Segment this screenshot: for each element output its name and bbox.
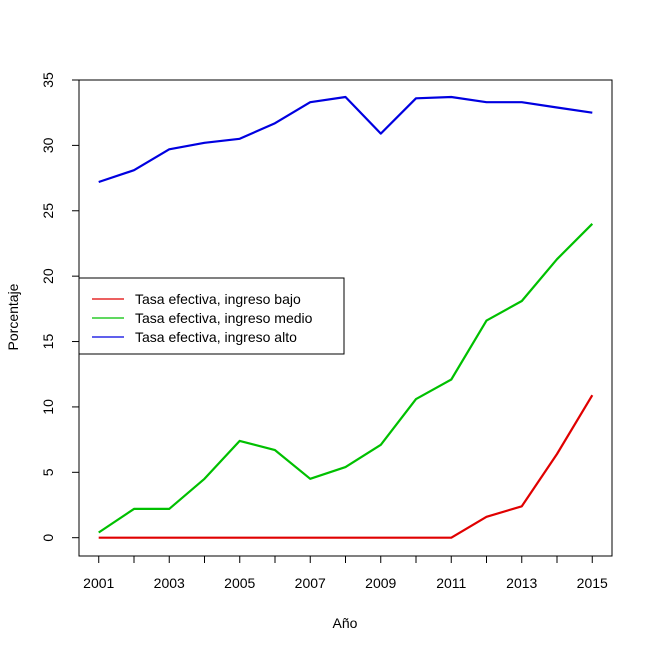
x-tick-label: 2015	[577, 575, 608, 591]
y-tick-label: 10	[40, 399, 56, 415]
x-tick-label: 2009	[365, 575, 396, 591]
y-tick-label: 25	[40, 203, 56, 219]
series-line-3	[98, 95, 593, 184]
x-tick-label: 2001	[83, 575, 114, 591]
x-tick-label: 2005	[224, 575, 255, 591]
y-axis-title: Porcentaje	[5, 283, 21, 350]
series-lines	[98, 95, 594, 539]
y-tick-label: 15	[40, 334, 56, 350]
x-axis: 2001 2003 2005 2007 2009 2011 2013 2015	[83, 555, 608, 591]
series-line-2	[98, 223, 594, 534]
y-tick-label: 35	[40, 72, 56, 88]
x-tick-label: 2007	[295, 575, 326, 591]
x-tick-label: 2013	[506, 575, 537, 591]
x-tick-label: 2003	[154, 575, 185, 591]
y-axis: 0 5 10 15 20 25 30 35	[40, 72, 80, 542]
y-tick-label: 5	[40, 468, 56, 476]
series-line-1	[98, 394, 594, 539]
legend: Tasa efectiva, ingreso bajo Tasa efectiva…	[78, 277, 345, 355]
x-tick-label: 2011	[436, 575, 466, 591]
x-axis-title: Año	[333, 615, 358, 631]
legend-label: Tasa efectiva, ingreso bajo	[135, 291, 301, 307]
legend-label: Tasa efectiva, ingreso medio	[135, 310, 313, 326]
y-tick-label: 30	[40, 137, 56, 153]
y-tick-label: 20	[40, 268, 56, 284]
legend-label: Tasa efectiva, ingreso alto	[135, 329, 297, 345]
y-tick-label: 0	[40, 534, 56, 542]
legend-box	[78, 277, 345, 355]
